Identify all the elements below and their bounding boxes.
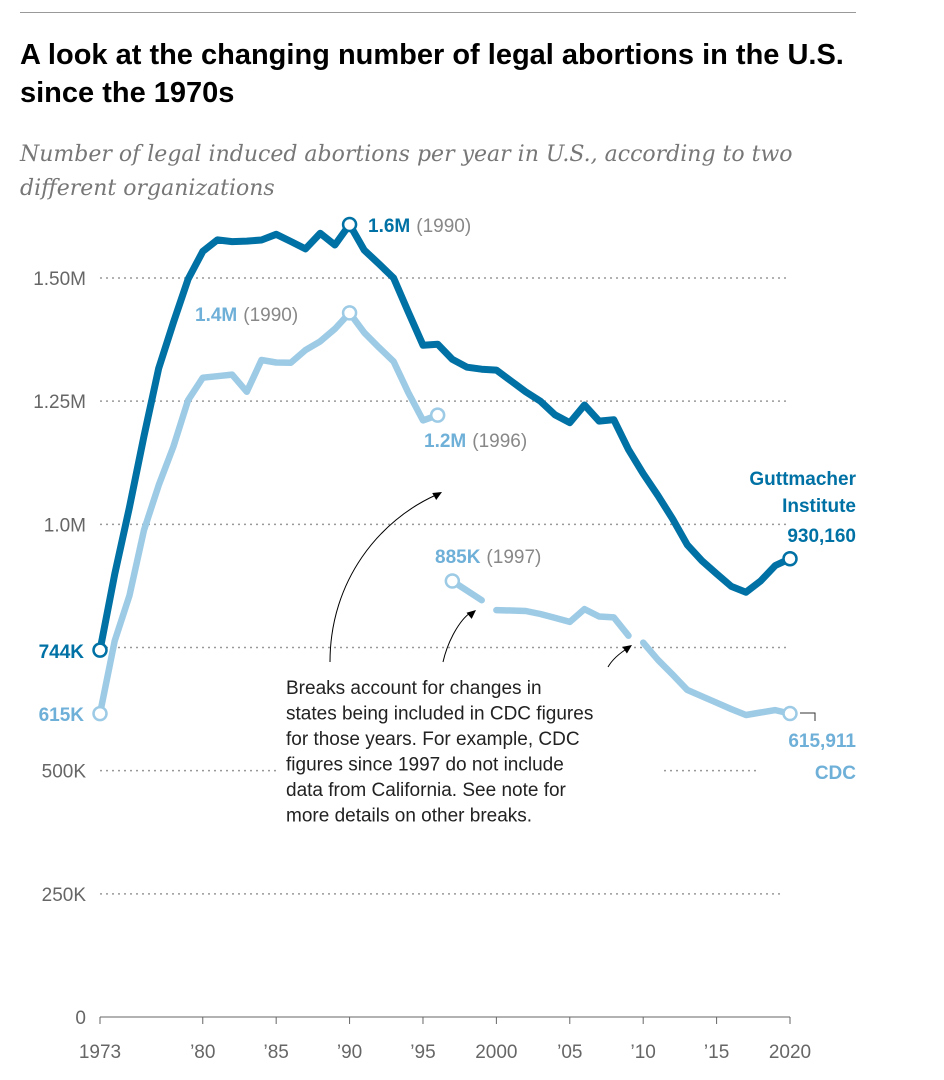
- marker-guttmacher-start: [92, 642, 108, 658]
- arrow-head: [466, 610, 476, 619]
- arrow-head: [622, 645, 632, 654]
- label-cdc-end-value: 615,911: [788, 731, 856, 752]
- label-cdc-end: 615,911: [788, 731, 856, 752]
- label-guttmacher-start-value: 744K: [39, 642, 85, 663]
- series-line-cdc: [493, 605, 632, 639]
- x-tick-label: ’80: [190, 1042, 215, 1063]
- x-tick-label: ’85: [263, 1042, 288, 1063]
- y-tick-label: 1.0M: [44, 515, 86, 536]
- label-cdc-1997-year: (1997): [486, 547, 541, 568]
- label-cdc-peak-value: 1.4M: [195, 305, 237, 326]
- label-cdc-peak: 1.4M (1990): [195, 305, 298, 326]
- y-tick-label: 1.25M: [33, 392, 86, 413]
- label-cdc-1996: 1.2M (1996): [424, 431, 527, 452]
- label-cdc-peak-year: (1990): [243, 305, 298, 326]
- x-tick-label: 2020: [769, 1042, 811, 1063]
- y-tick-label: 250K: [42, 885, 87, 906]
- x-tick-label: ’05: [557, 1042, 582, 1063]
- label-guttmacher-peak-year: (1990): [416, 216, 471, 237]
- label-cdc-start-value: 615K: [39, 705, 85, 726]
- marker-cdc-end: [782, 705, 798, 722]
- note-background: [276, 668, 662, 840]
- y-tick-label: 1.50M: [33, 269, 86, 290]
- label-cdc-name: CDC: [815, 763, 856, 784]
- note-text-line: data from California. See note for: [286, 780, 567, 801]
- x-tick-label: ’95: [410, 1042, 435, 1063]
- label-guttmacher-name-value: Institute: [782, 496, 856, 517]
- marker-guttmacher-end: [782, 550, 798, 567]
- y-tick-label: 500K: [42, 762, 87, 783]
- label-guttmacher-end: 930,160: [787, 526, 856, 547]
- chart-subtitle: Number of legal induced abortions per ye…: [20, 142, 793, 201]
- x-tick-label: ’90: [337, 1042, 362, 1063]
- marker-cdc-1997: [444, 573, 461, 589]
- series-line-guttmacher: [96, 221, 794, 654]
- label-guttmacher-peak: 1.6M (1990): [368, 216, 471, 237]
- label-guttmacher-name-value: Guttmacher: [749, 469, 856, 490]
- arrow-line: [442, 612, 471, 663]
- label-cdc-1997: 885K (1997): [435, 547, 541, 568]
- label-cdc-start: 615K: [39, 705, 85, 726]
- note-text-line: states being included in CDC figures: [286, 704, 593, 725]
- note-text-line: figures since 1997 do not include: [286, 755, 564, 776]
- note-text-line: more details on other breaks.: [286, 806, 532, 827]
- chart-title: A look at the changing number of legal a…: [20, 39, 844, 109]
- marker-cdc-1996: [429, 407, 446, 423]
- label-guttmacher-name: Institute: [782, 496, 856, 517]
- x-tick-label: ’10: [631, 1042, 656, 1063]
- label-cdc-1996-year: (1996): [472, 431, 527, 452]
- leader-line: [800, 712, 816, 721]
- x-tick-label: 2000: [475, 1042, 517, 1063]
- arrow-line: [607, 647, 629, 668]
- label-cdc-1996-value: 1.2M: [424, 431, 466, 452]
- x-tick-label: ’15: [704, 1042, 729, 1063]
- label-guttmacher-peak-value: 1.6M: [368, 216, 410, 237]
- note-text-line: Breaks account for changes in: [286, 678, 542, 699]
- x-tick-label: 1973: [79, 1042, 121, 1063]
- marker-guttmacher-peak: [341, 216, 358, 233]
- label-cdc-1997-value: 885K: [435, 547, 481, 568]
- top-rule: [20, 12, 856, 13]
- marker-cdc-start: [92, 705, 108, 722]
- note-text-line: for those years. For example, CDC: [286, 729, 580, 750]
- label-guttmacher-end-value: 930,160: [787, 526, 856, 547]
- arrow-head: [432, 492, 442, 500]
- marker-cdc-peak: [341, 305, 358, 321]
- label-guttmacher-start: 744K: [39, 642, 85, 663]
- y-tick-label: 0: [75, 1008, 86, 1029]
- series-line-cdc: [96, 309, 441, 717]
- series-line-cdc: [639, 639, 794, 719]
- label-guttmacher-name: Guttmacher: [749, 469, 856, 490]
- arrow-line: [329, 494, 437, 663]
- label-cdc-name-value: CDC: [815, 763, 856, 784]
